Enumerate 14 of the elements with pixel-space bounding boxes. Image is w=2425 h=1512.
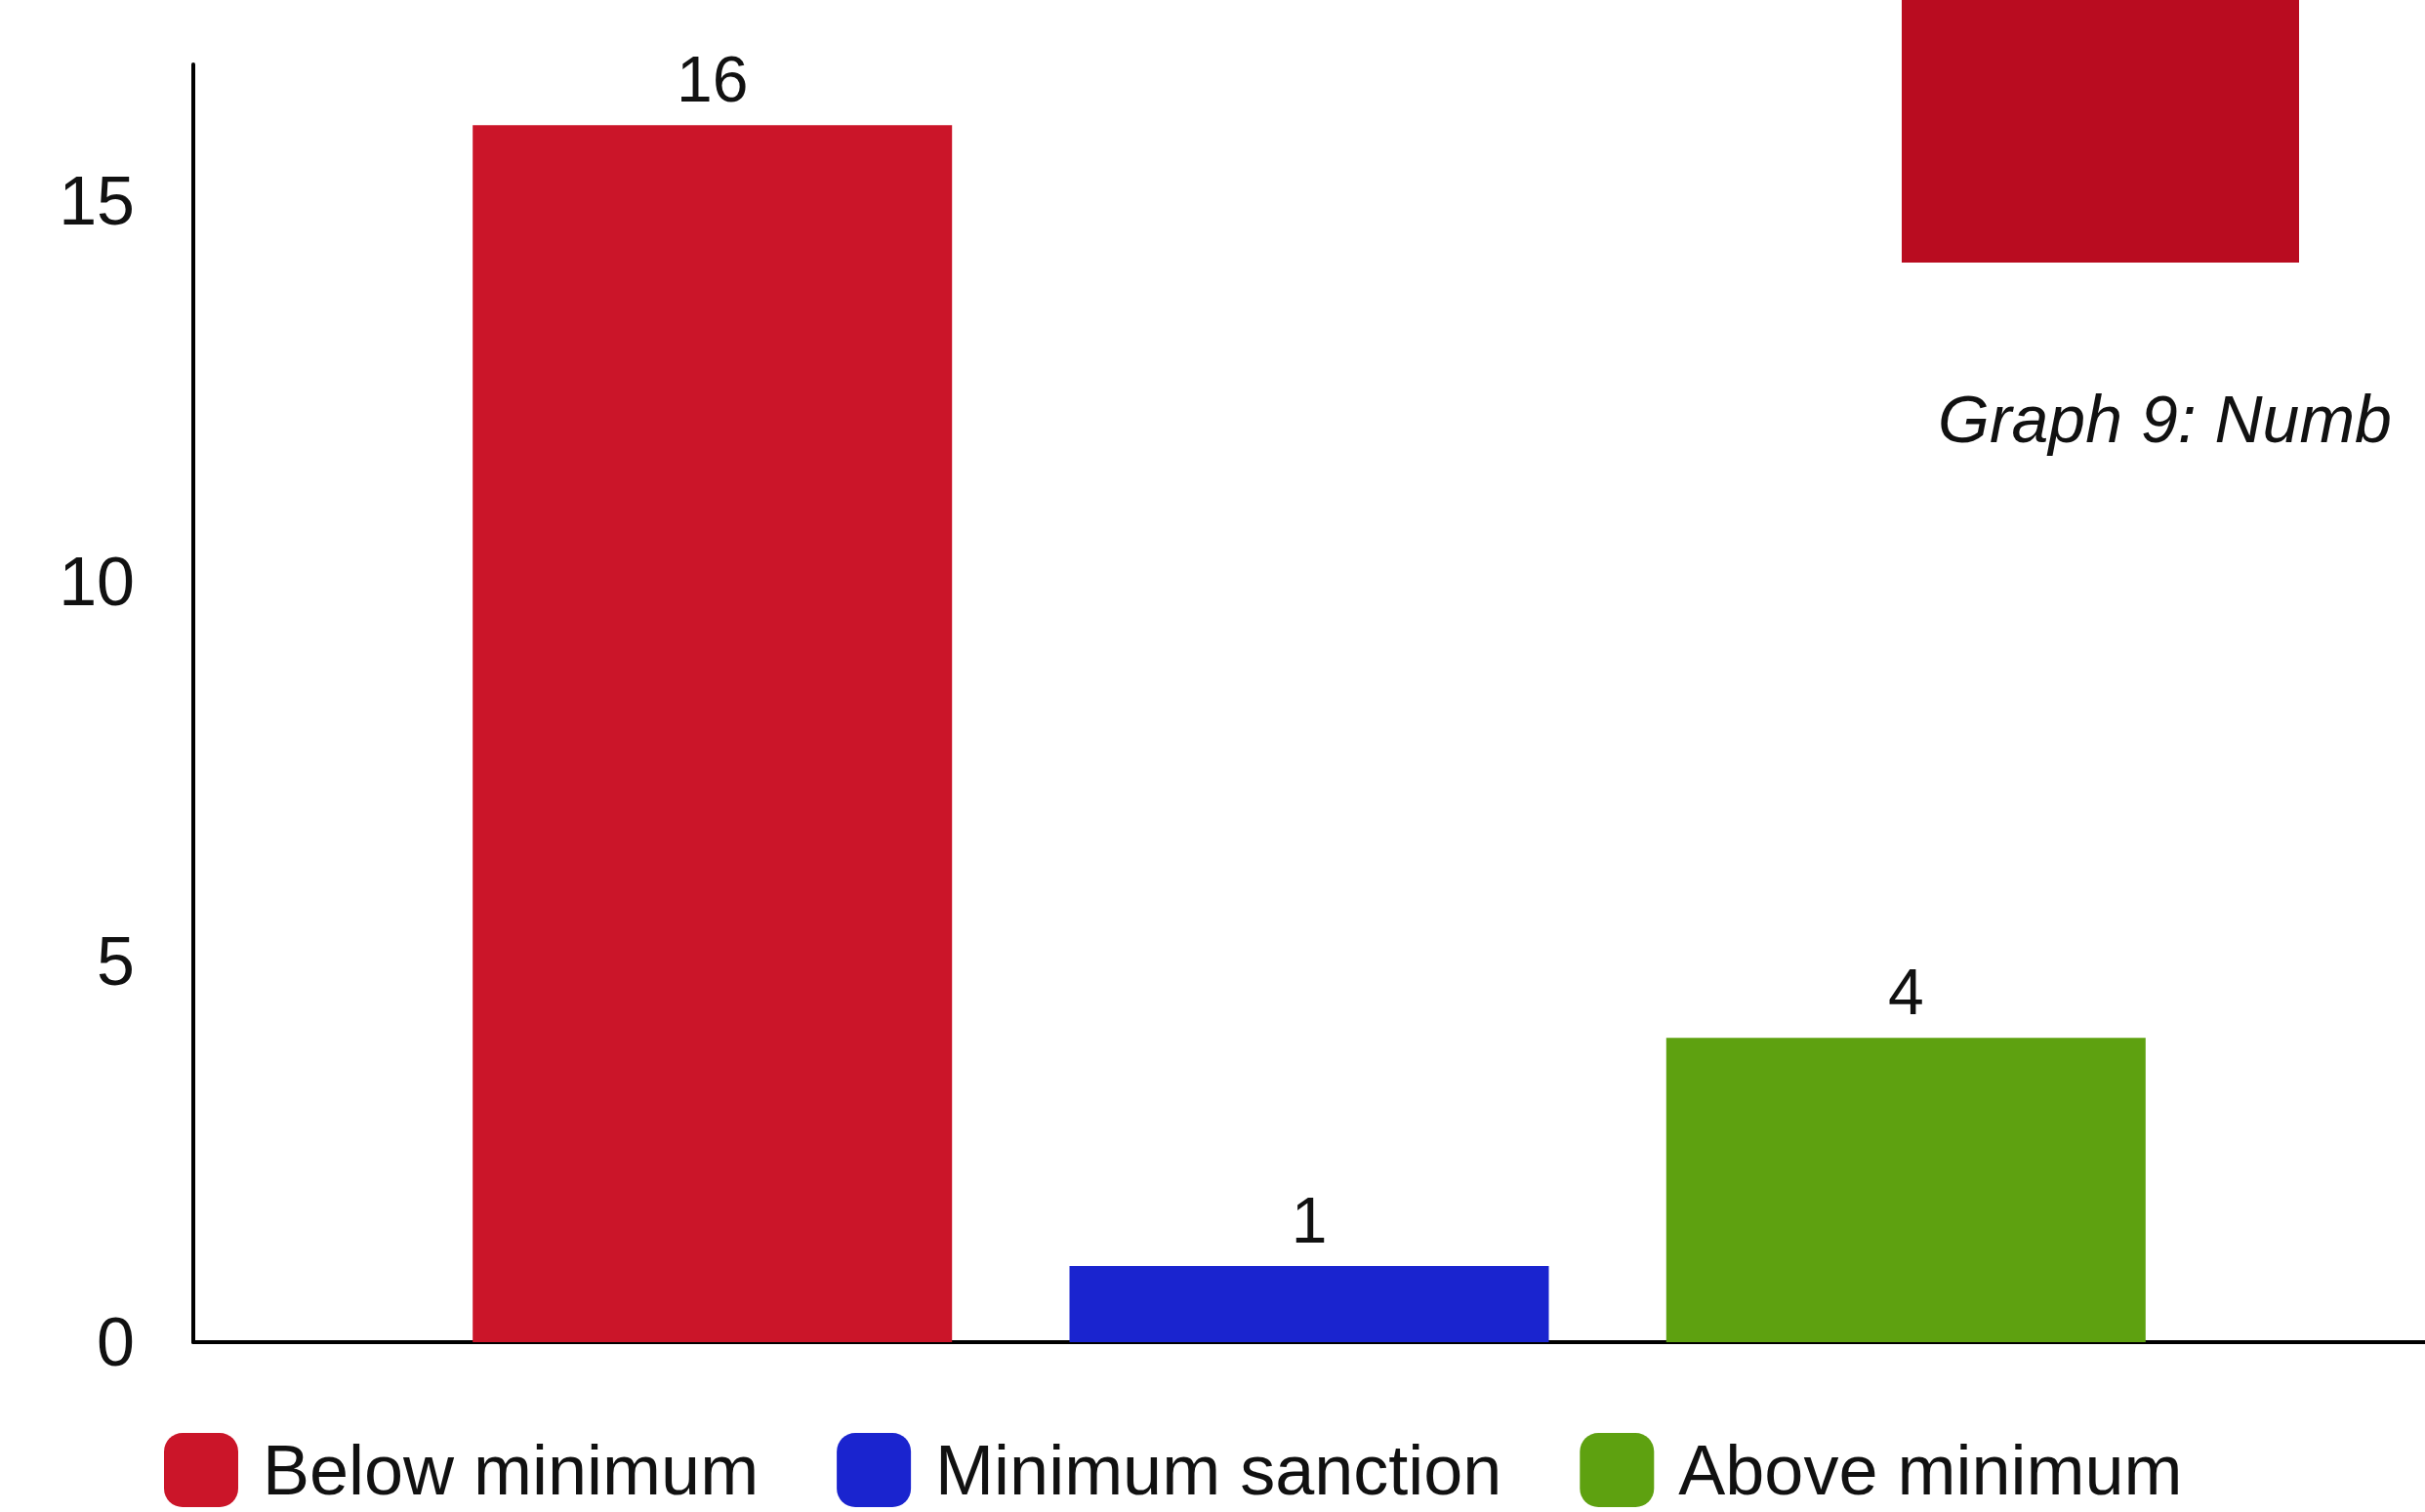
legend-label: Minimum sanction (935, 1431, 1502, 1509)
y-tick-label: 5 (97, 923, 135, 1001)
y-tick-label: 0 (97, 1304, 135, 1380)
data-label: 16 (676, 43, 749, 116)
y-tick-label: 10 (59, 543, 135, 620)
data-label: 1 (1291, 1184, 1328, 1257)
legend-label: Above minimum (1678, 1431, 2183, 1509)
legend-label: Below minimum (263, 1431, 760, 1509)
annotation: Graph 9: Numb (1938, 381, 2392, 457)
y-tick-label: 15 (59, 163, 135, 240)
bar (1665, 1038, 2146, 1342)
bar (473, 125, 953, 1342)
data-label: 4 (1887, 956, 1924, 1029)
bar (1069, 1266, 1549, 1342)
